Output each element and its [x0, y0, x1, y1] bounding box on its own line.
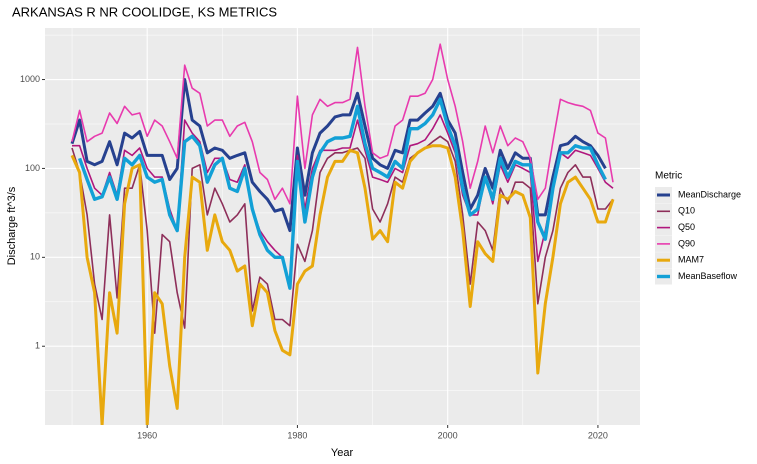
- legend-label: Q50: [678, 222, 695, 232]
- y-tick-label: 1: [35, 341, 40, 351]
- series-line: [70, 144, 615, 425]
- series-line: [71, 43, 614, 205]
- plot-panel: [45, 28, 640, 425]
- legend-label: MAM7: [678, 255, 704, 265]
- x-tick-label: 2020: [588, 430, 608, 440]
- y-axis-title: Discharge ft^3/s: [6, 186, 18, 265]
- x-axis-title: Year: [331, 447, 354, 459]
- x-tick-label: 1980: [287, 430, 307, 440]
- legend-title: Metric: [655, 171, 682, 182]
- y-tick-label: 100: [25, 163, 40, 173]
- series-line: [70, 78, 607, 233]
- legend-label: Q10: [678, 206, 695, 216]
- chart-title: ARKANSAS R NR COOLIDGE, KS METRICS: [12, 4, 277, 19]
- legend-label: MeanBaseflow: [678, 271, 738, 281]
- y-tick-label: 10: [30, 252, 40, 262]
- legend-label: Q90: [678, 238, 695, 248]
- x-tick-label: 1960: [137, 430, 157, 440]
- series-line: [71, 135, 614, 334]
- legend-label: MeanDischarge: [678, 189, 741, 199]
- series-line: [77, 97, 607, 290]
- y-tick-label: 1000: [20, 74, 40, 84]
- x-tick-label: 2000: [438, 430, 458, 440]
- series-line: [72, 114, 614, 285]
